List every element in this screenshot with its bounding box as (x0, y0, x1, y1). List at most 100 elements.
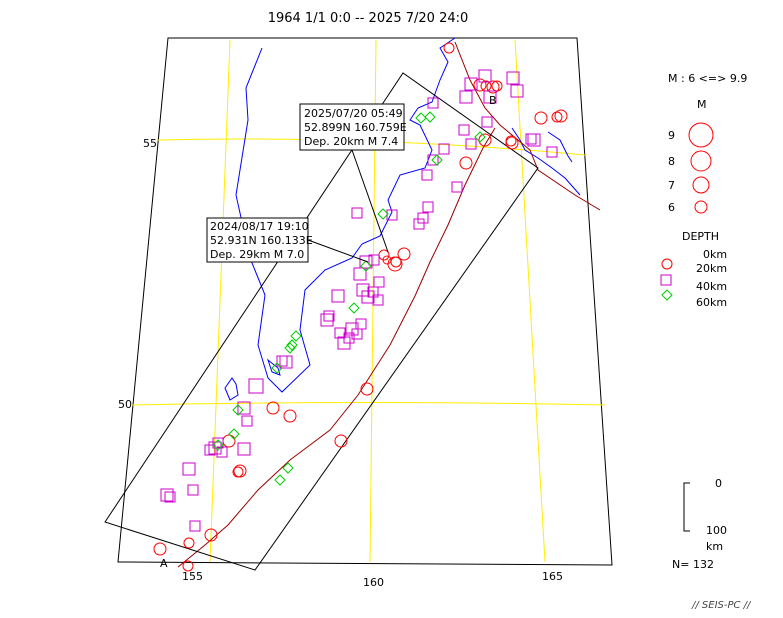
event-mid (427, 97, 439, 109)
event-shallow (390, 256, 402, 268)
callout-box-2024 (206, 217, 309, 263)
lon-label-155: 155 (182, 570, 203, 583)
lat-label-55: 55 (143, 137, 157, 150)
callout-2024-line-1: 2024/08/17 19:10 (210, 220, 309, 233)
depth-symbol-20 (660, 274, 672, 286)
event-mid (351, 207, 363, 219)
callout-2024: 2024/08/17 19:10 52.931N 160.133E Dep. 2… (206, 217, 313, 263)
event-mid (237, 442, 251, 456)
depth-label-20: 20km (696, 262, 727, 275)
event-mid (351, 328, 363, 340)
mag-label-9: 9 (668, 129, 675, 142)
event-deep (431, 154, 443, 166)
section-label-a: A (160, 557, 168, 570)
event-mid (248, 378, 264, 394)
event-shallow (397, 247, 411, 261)
komandor-coast (511, 127, 581, 196)
island-outline-1 (224, 377, 239, 401)
event-deep (228, 428, 240, 440)
event-mid (373, 276, 385, 288)
mag-symbol-7 (692, 176, 710, 194)
event-mid (427, 154, 439, 166)
event-deep (212, 439, 224, 451)
event-deep (348, 302, 360, 314)
mag-label-6: 6 (668, 201, 675, 214)
event-deep (274, 474, 286, 486)
event-deep (474, 131, 486, 143)
map-frame (117, 37, 613, 566)
event-mid (481, 116, 493, 128)
mag-label-7: 7 (668, 179, 675, 192)
event-mid (417, 212, 429, 224)
event-shallow (233, 464, 247, 478)
event-mid (451, 181, 463, 193)
event-mid (510, 84, 524, 98)
event-shallow (153, 542, 167, 556)
event-shallow (505, 136, 519, 150)
event-shallow (222, 434, 236, 448)
callout-2025: 2025/07/20 05:49 52.899N 160.759E Dep. 2… (299, 103, 407, 151)
event-mid (459, 90, 473, 104)
event-shallow (486, 80, 500, 94)
event-mid (353, 267, 367, 281)
event-mid (182, 462, 196, 476)
event-mid (204, 444, 216, 456)
event-mid (189, 520, 201, 532)
event-mid (478, 69, 492, 83)
event-shallow (232, 466, 244, 478)
depth-scale-bar (683, 482, 690, 532)
event-shallow (459, 156, 473, 170)
callout-2024-line-2: 52.931N 160.133E (210, 234, 313, 247)
event-deep (424, 111, 436, 123)
scale-bottom: 100 (706, 524, 727, 537)
callout-2025-line-2: 52.899N 160.759E (304, 121, 407, 134)
event-mid (464, 77, 478, 91)
kamchatka-coast (235, 37, 456, 393)
event-mid (438, 143, 450, 155)
mag-label-8: 8 (668, 155, 675, 168)
event-mid (212, 437, 224, 449)
event-shallow (473, 78, 487, 92)
island-coast (547, 131, 573, 163)
mag-symbol-9 (688, 122, 714, 148)
event-count: N= 132 (672, 558, 714, 571)
lon-label-165: 165 (542, 570, 563, 583)
event-shallow (360, 382, 374, 396)
event-deep (232, 404, 244, 416)
callout-box-2025 (299, 103, 405, 151)
depth-label-40: 40km (696, 280, 727, 293)
mag-symbol-6 (694, 200, 708, 214)
event-mid (361, 290, 375, 304)
event-shallow (334, 434, 348, 448)
event-deep (286, 339, 298, 351)
event-mid (337, 336, 351, 350)
meridian-155 (209, 39, 231, 563)
event-shallow (182, 560, 194, 572)
event-mid (465, 138, 477, 150)
event-mid (323, 310, 335, 322)
event-mid (187, 484, 199, 496)
mag-symbol-8 (690, 150, 712, 172)
event-deep (271, 362, 283, 374)
event-mid (320, 313, 334, 327)
event-mid (422, 201, 434, 213)
callout-2024-line-3: Dep. 29km M 7.0 (210, 248, 304, 261)
event-deep (284, 342, 296, 354)
meridian-165 (514, 39, 546, 563)
depth-label-0: 0km (703, 248, 727, 261)
event-mid (276, 355, 288, 367)
callout-2025-line-3: Dep. 20km M 7.4 (304, 135, 398, 148)
event-deep (290, 330, 302, 342)
event-mid (413, 218, 425, 230)
event-deep (377, 208, 389, 220)
scale-top: 0 (715, 477, 722, 490)
event-shallow (204, 528, 218, 542)
event-deep (415, 112, 427, 124)
event-mid (356, 283, 370, 297)
event-mid (237, 401, 251, 415)
event-mid (160, 488, 174, 502)
scale-unit: km (706, 540, 723, 553)
event-shallow (554, 109, 568, 123)
event-shallow (478, 133, 492, 147)
event-mid (216, 446, 228, 458)
